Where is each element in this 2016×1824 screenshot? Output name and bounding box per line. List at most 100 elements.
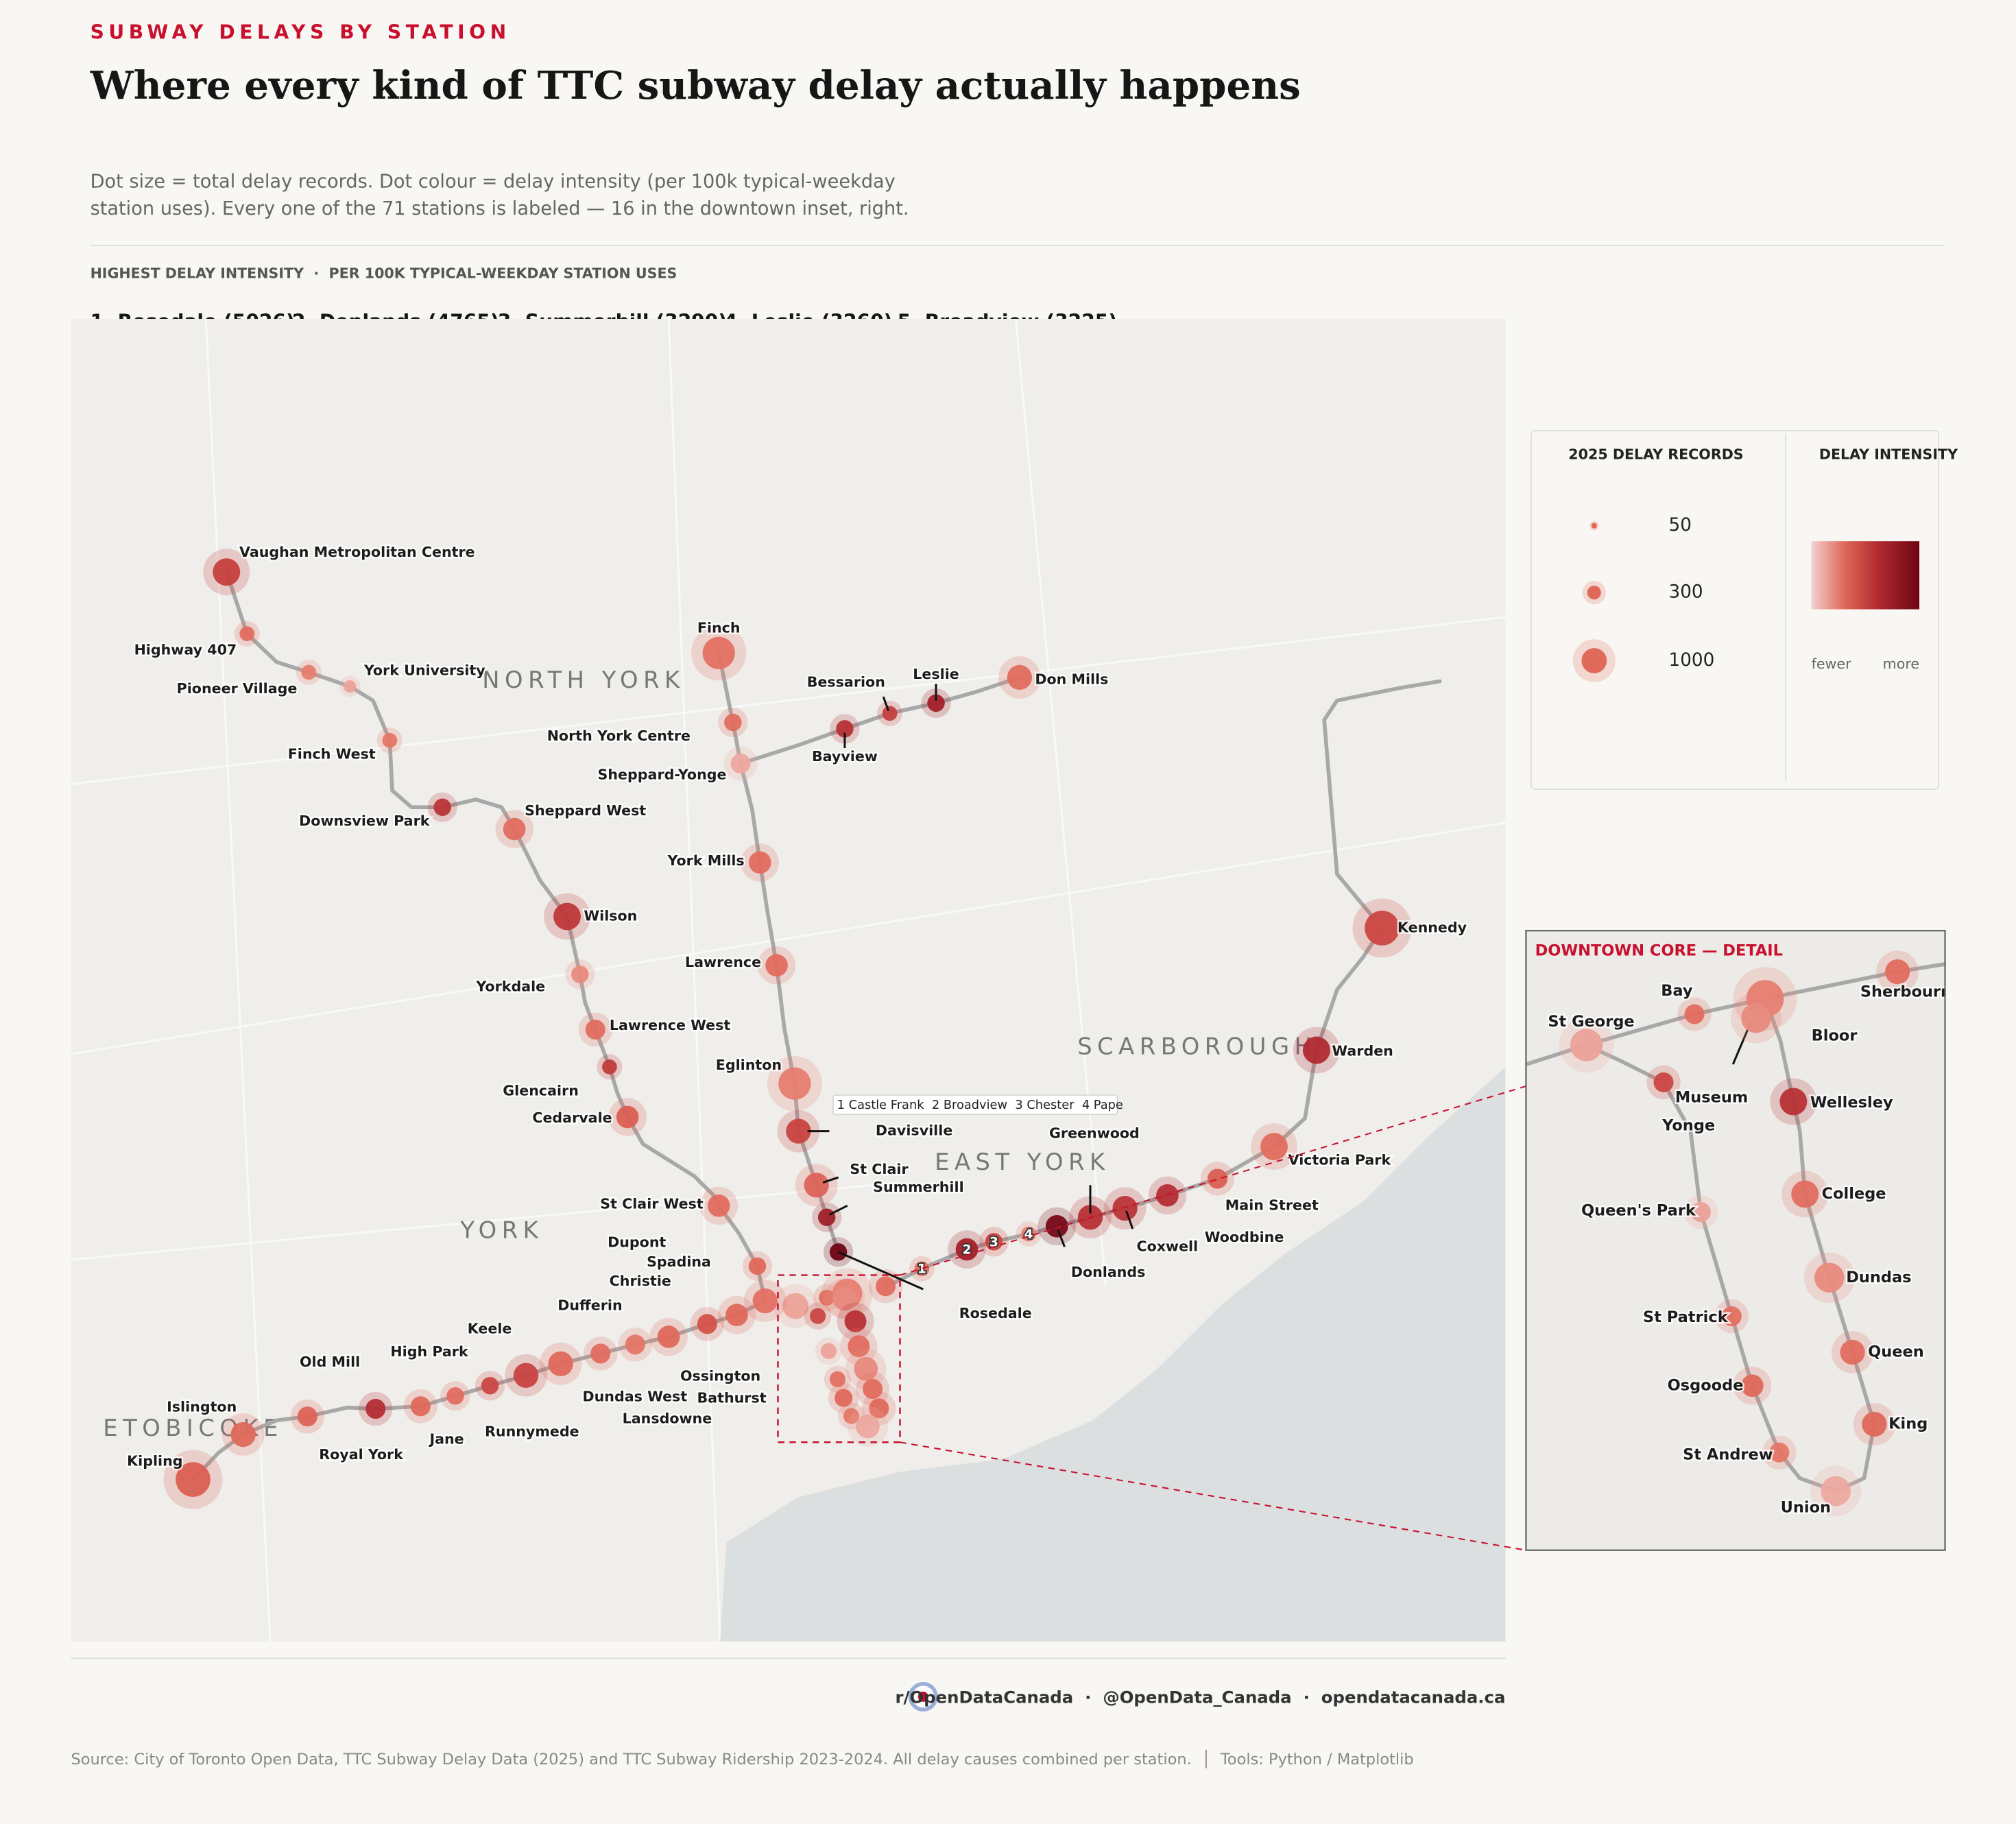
station-label: St Patrick	[1643, 1308, 1729, 1326]
station-dot	[819, 1289, 835, 1306]
station-dot	[213, 558, 241, 586]
station-label: York Mills	[667, 852, 744, 869]
station-dot	[765, 954, 788, 977]
station-label: Wilson	[584, 908, 637, 924]
station-label: Old Mill	[300, 1354, 360, 1370]
station-label: Main Street	[1225, 1197, 1319, 1213]
station-dot	[863, 1379, 883, 1400]
station-dot	[1779, 1088, 1808, 1116]
station-dot	[571, 965, 589, 983]
station-dot	[1791, 1180, 1819, 1208]
inset-connector	[900, 1441, 1526, 1551]
station-label: St Andrew	[1683, 1446, 1773, 1464]
area-label: NORTH YORK	[482, 667, 684, 693]
station-dot	[697, 1314, 717, 1334]
route	[1322, 679, 1442, 931]
station-dot	[702, 636, 735, 669]
station-label: Eglinton	[716, 1057, 782, 1073]
station-label: Keele	[468, 1320, 512, 1336]
station-dot	[725, 1304, 748, 1327]
station-dot	[748, 1257, 767, 1275]
legend-dot	[1581, 648, 1607, 673]
station-label: North York Centre	[547, 728, 691, 744]
ranking-title: HIGHEST DELAY INTENSITY · PER 100K TYPIC…	[91, 265, 677, 281]
legend-label: 1000	[1669, 650, 1715, 671]
station-label: High Park	[390, 1343, 469, 1360]
station-dot	[882, 706, 898, 721]
station-dot	[869, 1398, 889, 1419]
station-label: Victoria Park	[1288, 1152, 1392, 1168]
station-marker: 4	[1024, 1227, 1033, 1242]
station-label: Dundas West	[583, 1389, 688, 1405]
station-dot	[239, 626, 255, 642]
station-label: Yorkdale	[475, 979, 545, 995]
station-label: Summerhill	[873, 1179, 963, 1195]
inset: St George Bay Bloor Yonge Sherbourne Museum We…	[1526, 931, 1945, 1550]
note: 1 Castle Frank 2 Broadview 3 Chester 4 P…	[837, 1098, 1123, 1112]
station-label: College	[1822, 1185, 1886, 1203]
station-dot	[1112, 1195, 1138, 1221]
station-dot	[844, 1310, 867, 1332]
legend-title: 2025 DELAY RECORDS	[1568, 446, 1743, 463]
station-label: Dufferin	[557, 1297, 622, 1314]
station-label: Woodbine	[1205, 1229, 1284, 1245]
station-dot	[301, 664, 317, 680]
station-dot	[1821, 1476, 1851, 1507]
route	[224, 570, 767, 1303]
station-label: Donlands	[1071, 1264, 1146, 1280]
station-dot	[854, 1356, 878, 1381]
station-dot	[843, 1408, 860, 1424]
station-dot	[365, 1398, 386, 1419]
station-marker: 3	[989, 1235, 998, 1249]
station-dot	[1840, 1339, 1865, 1365]
inset-connector	[900, 1085, 1526, 1276]
station-label: Dundas	[1846, 1269, 1911, 1286]
station-label: Lawrence West	[610, 1017, 731, 1033]
station-dot	[410, 1396, 431, 1417]
station-dot	[1684, 1004, 1705, 1024]
station-dot	[836, 720, 854, 738]
station-label: Glencairn	[503, 1083, 579, 1099]
station-dot	[590, 1343, 611, 1364]
legend-box	[1531, 430, 1940, 790]
station-dot	[382, 732, 398, 748]
station-dot	[1741, 1374, 1764, 1397]
station-label: Bayview	[812, 748, 878, 765]
station-label: Bessarion	[807, 673, 885, 690]
station-dot	[548, 1351, 573, 1377]
station-label: Cedarvale	[532, 1109, 612, 1126]
subtitle: station uses). Every one of the 71 stati…	[91, 198, 909, 219]
station-label: Finch	[697, 620, 741, 636]
station-dot	[1862, 1411, 1887, 1437]
station-label: Highway 407	[134, 642, 237, 658]
inset-title: DOWNTOWN CORE — DETAIL	[1535, 942, 1783, 960]
station-dot	[1260, 1133, 1288, 1161]
station-marker: 1	[917, 1262, 926, 1277]
station-dot	[876, 1276, 896, 1297]
station-dot	[1885, 959, 1910, 985]
area-label: EAST YORK	[935, 1149, 1110, 1175]
station-dot	[553, 902, 581, 931]
station-label: Pioneer Village	[177, 680, 298, 697]
roads	[71, 318, 1506, 1642]
area-label: SCARBOROUGH	[1077, 1033, 1317, 1059]
station-label: Yonge	[1661, 1117, 1715, 1135]
legend-dot	[1591, 523, 1597, 529]
station-dot	[832, 1286, 857, 1311]
station-dot	[585, 1019, 605, 1040]
station-label: Osgoode	[1668, 1376, 1744, 1394]
station-label: Royal York	[319, 1446, 404, 1463]
credits: r/OpenDataCanada · @OpenData_Canada · op…	[896, 1687, 1506, 1707]
station-label: Queen	[1868, 1343, 1924, 1361]
station-dot	[230, 1421, 256, 1448]
station-dot	[1570, 1029, 1603, 1061]
station-dot	[1208, 1168, 1228, 1189]
station-label: Museum	[1675, 1088, 1748, 1106]
station-label: Ossington	[680, 1368, 760, 1384]
station-dot	[752, 1288, 778, 1314]
station-label: Islington	[167, 1399, 237, 1415]
station-dot	[804, 1173, 829, 1198]
station-label: Finch West	[288, 745, 376, 762]
source: Source: City of Toronto Open Data, TTC S…	[71, 1749, 1413, 1768]
